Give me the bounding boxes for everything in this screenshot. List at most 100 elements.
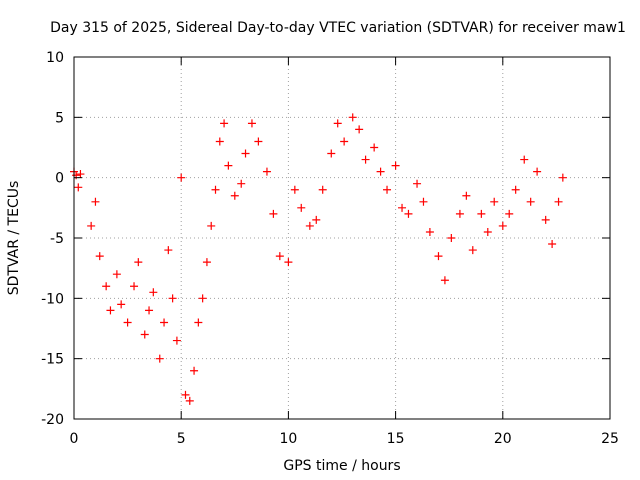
data-point (155, 354, 164, 363)
data-point (505, 209, 514, 218)
data-point (370, 143, 379, 152)
data-point (215, 137, 224, 146)
data-point (318, 185, 327, 194)
data-point (455, 209, 464, 218)
x-tick-label: 10 (279, 431, 297, 447)
y-tick-label: -20 (41, 412, 64, 428)
data-point (168, 294, 177, 303)
data-point (254, 137, 263, 146)
data-point (123, 318, 132, 327)
data-point (548, 240, 557, 249)
y-tick-label: 5 (55, 110, 64, 126)
data-point (160, 318, 169, 327)
data-point (425, 227, 434, 236)
data-point (172, 336, 181, 345)
data-point (477, 209, 486, 218)
x-tick-label: 0 (70, 431, 79, 447)
x-axis-label: GPS time / hours (283, 458, 400, 474)
data-point (490, 197, 499, 206)
data-point (198, 294, 207, 303)
data-point (220, 119, 229, 128)
data-point (483, 227, 492, 236)
data-point (462, 191, 471, 200)
data-point (333, 119, 342, 128)
data-point (541, 215, 550, 224)
y-tick-label: -10 (41, 291, 64, 307)
data-point (419, 197, 428, 206)
x-tick-label: 5 (177, 431, 186, 447)
chart-title: Day 315 of 2025, Sidereal Day-to-day VTE… (50, 20, 626, 36)
data-point (202, 258, 211, 267)
data-point (177, 173, 186, 182)
x-tick-label: 20 (494, 431, 512, 447)
y-tick-label: 0 (55, 171, 64, 187)
data-point (269, 209, 278, 218)
data-point (468, 246, 477, 255)
data-point (190, 366, 199, 375)
data-point (284, 258, 293, 267)
data-point (134, 258, 143, 267)
data-point (520, 155, 529, 164)
data-point (498, 221, 507, 230)
data-point (237, 179, 246, 188)
x-tick-label: 25 (601, 431, 619, 447)
data-point (117, 300, 126, 309)
y-tick-label: -5 (50, 231, 64, 247)
data-point (290, 185, 299, 194)
data-point (348, 113, 357, 122)
data-point (511, 185, 520, 194)
data-point (74, 183, 83, 192)
data-point (211, 185, 220, 194)
data-point (262, 167, 271, 176)
data-series-maw1 (70, 113, 567, 405)
x-tick-label: 15 (387, 431, 405, 447)
data-point (533, 167, 542, 176)
data-point (297, 203, 306, 212)
data-point (145, 306, 154, 315)
data-point (355, 125, 364, 134)
data-point (164, 246, 173, 255)
data-point (112, 270, 121, 279)
data-point (76, 170, 85, 179)
data-point (185, 396, 194, 405)
y-axis-label: SDTVAR / TECUs (6, 181, 22, 296)
data-point (149, 288, 158, 297)
data-point (447, 234, 456, 242)
data-point (383, 185, 392, 194)
data-point (247, 119, 256, 128)
data-point (305, 221, 314, 230)
data-point (194, 318, 203, 327)
y-tick-label: -15 (41, 352, 64, 368)
data-point (413, 179, 422, 188)
axis-ticks: 0 5 10 15 20 25 -20 -15 -10 -5 0 5 10 (41, 50, 619, 447)
data-point (95, 252, 104, 261)
data-point (91, 197, 100, 206)
data-point (181, 390, 190, 399)
data-point (434, 252, 443, 261)
data-point (140, 330, 149, 339)
data-point (440, 276, 449, 285)
data-point (241, 149, 250, 158)
data-point (376, 167, 385, 176)
data-point (275, 252, 284, 261)
data-point (230, 191, 239, 200)
data-point (102, 282, 111, 291)
data-point (340, 137, 349, 146)
data-point (398, 203, 407, 212)
data-point (87, 221, 96, 230)
data-point (526, 197, 535, 206)
data-point (130, 282, 139, 291)
grid-lines (74, 57, 610, 419)
y-tick-label: 10 (46, 50, 64, 66)
data-point (391, 161, 400, 170)
data-point (224, 161, 233, 170)
data-point (554, 197, 563, 206)
data-point (106, 306, 115, 315)
data-point (361, 155, 370, 164)
data-point (404, 209, 413, 218)
data-point (207, 221, 216, 230)
data-point (312, 215, 321, 224)
data-point (558, 173, 567, 182)
data-point (327, 149, 336, 158)
